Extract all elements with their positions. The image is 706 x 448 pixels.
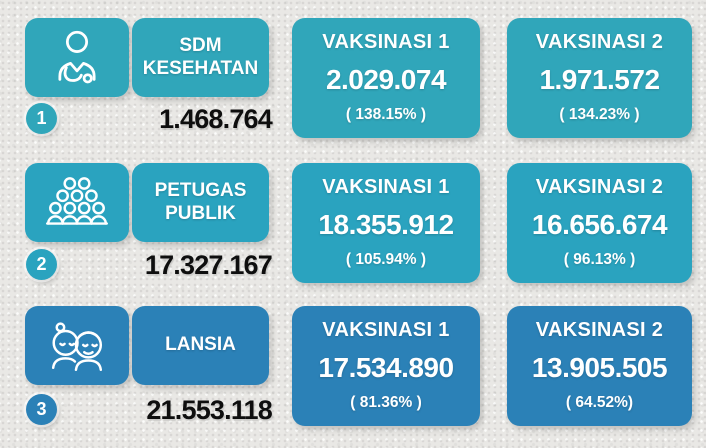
category-label-box: SDM KESEHATAN: [132, 18, 269, 97]
vaksinasi-percent: ( 105.94% ): [345, 251, 427, 268]
target-count: 1.468.764: [159, 104, 273, 134]
category-icon-box: [25, 306, 129, 385]
vaksinasi-count: 13.905.505: [531, 352, 668, 383]
vaksinasi-title: VAKSINASI 1: [322, 319, 450, 341]
vaksinasi-title: VAKSINASI 2: [535, 31, 664, 53]
crowd-icon: [45, 176, 109, 225]
category-icon-box: [25, 163, 129, 242]
vaksinasi-percent: ( 96.13% ): [563, 251, 636, 268]
vaksinasi-count: 16.656.674: [531, 209, 668, 240]
category-label-box: LANSIA: [132, 306, 269, 385]
vaksinasi-percent: ( 134.23% ): [559, 106, 640, 123]
vaksinasi-title: VAKSINASI 2: [535, 176, 664, 198]
vaksinasi-1-card: VAKSINASI 1 2.029.074 ( 138.15% ): [292, 18, 480, 138]
vaksinasi-count: 2.029.074: [325, 64, 447, 95]
vaksinasi-percent: ( 64.52%): [565, 394, 634, 411]
vaksinasi-count: 18.355.912: [318, 209, 454, 240]
vaksinasi-2-card: VAKSINASI 2 16.656.674 ( 96.13% ): [507, 163, 692, 283]
category-label: SDM KESEHATAN: [142, 35, 259, 79]
vaksinasi-percent: ( 138.15% ): [345, 106, 427, 123]
vaksinasi-title: VAKSINASI 1: [322, 176, 450, 198]
vaksinasi-2-card: VAKSINASI 2 1.971.572 ( 134.23% ): [507, 18, 692, 138]
vaksinasi-count: 1.971.572: [539, 64, 660, 95]
row-number-badge: 1: [26, 103, 57, 134]
vaksinasi-title: VAKSINASI 2: [535, 319, 664, 341]
row-number-badge: 2: [26, 249, 57, 280]
target-count: 17.327.167: [144, 250, 273, 280]
vaksinasi-1-card: VAKSINASI 1 18.355.912 ( 105.94% ): [292, 163, 480, 283]
vaksinasi-title: VAKSINASI 1: [322, 31, 450, 53]
doctor-icon: [58, 30, 96, 83]
category-icon-box: [25, 18, 129, 97]
target-count: 21.553.118: [146, 395, 272, 425]
vaksinasi-count: 17.534.890: [318, 352, 454, 383]
elderly-couple-icon: [51, 321, 103, 371]
category-label: PETUGAS PUBLIK: [154, 180, 247, 224]
category-label: LANSIA: [165, 334, 236, 356]
vaksinasi-2-card: VAKSINASI 2 13.905.505 ( 64.52%): [507, 306, 692, 426]
row-number-badge: 3: [26, 394, 57, 425]
category-label-box: PETUGAS PUBLIK: [132, 163, 269, 242]
vaksinasi-percent: ( 81.36% ): [350, 394, 422, 411]
vaksinasi-1-card: VAKSINASI 1 17.534.890 ( 81.36% ): [292, 306, 480, 426]
